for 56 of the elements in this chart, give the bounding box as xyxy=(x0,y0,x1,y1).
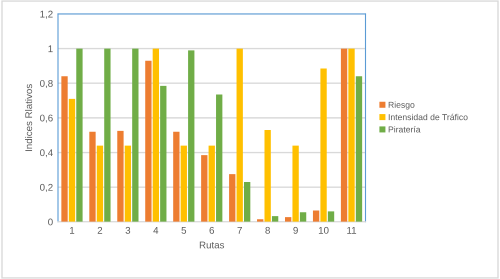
y-tick-label: 0,2 xyxy=(40,184,53,192)
bar xyxy=(180,146,187,222)
x-tick-label: 4 xyxy=(153,227,158,234)
x-tick-label: 5 xyxy=(181,227,186,234)
x-tick-label: 3 xyxy=(126,226,130,234)
bar xyxy=(117,130,124,222)
x-tick-label: 11 xyxy=(347,227,356,234)
bar xyxy=(292,146,299,222)
y-tick-label: 0,4 xyxy=(40,149,53,158)
bar xyxy=(173,132,180,222)
bar xyxy=(152,48,160,222)
x-tick-label: 8 xyxy=(265,226,270,234)
bar xyxy=(244,182,250,222)
y-axis-title: Indices Rlativos xyxy=(25,84,32,152)
bar xyxy=(160,86,166,222)
bar xyxy=(300,212,306,222)
bar xyxy=(284,217,292,222)
bar xyxy=(104,48,111,222)
bar xyxy=(328,211,334,222)
legend-label: Intensidad de Tráfico xyxy=(388,114,468,120)
bar xyxy=(340,48,348,222)
legend-label: Riesgo xyxy=(388,102,414,110)
bar xyxy=(208,146,215,222)
bar xyxy=(76,48,83,222)
bar xyxy=(229,174,236,222)
bar xyxy=(272,216,278,222)
x-tick-label: 2 xyxy=(98,226,102,234)
bar xyxy=(348,48,355,222)
bar xyxy=(145,60,152,222)
x-tick-label: 6 xyxy=(210,226,214,234)
y-tick-label: 0,8 xyxy=(40,80,53,88)
x-tick-label: 10 xyxy=(318,226,329,234)
bar xyxy=(89,132,96,222)
bar xyxy=(356,76,362,222)
bar xyxy=(264,130,271,222)
y-tick-label: 0 xyxy=(48,218,53,226)
x-tick-label: 7 xyxy=(238,227,242,234)
y-tick-label: 0,6 xyxy=(40,114,53,123)
bar xyxy=(188,50,194,222)
bar xyxy=(320,68,327,222)
bar xyxy=(96,146,104,222)
bar xyxy=(312,210,320,222)
bar xyxy=(257,219,264,222)
bar xyxy=(124,146,132,222)
bar xyxy=(236,48,243,222)
x-axis-title: Rutas xyxy=(200,242,224,248)
bar xyxy=(68,98,76,222)
y-tick-label: 1,2 xyxy=(40,10,53,19)
y-tick-label: 1 xyxy=(48,45,53,52)
bar xyxy=(201,155,208,222)
x-tick-label: 1 xyxy=(70,227,74,234)
bar xyxy=(132,48,139,222)
x-tick-label: 9 xyxy=(293,226,298,234)
bar xyxy=(61,76,68,222)
bar xyxy=(216,94,222,222)
legend-label: Piratería xyxy=(388,126,421,133)
